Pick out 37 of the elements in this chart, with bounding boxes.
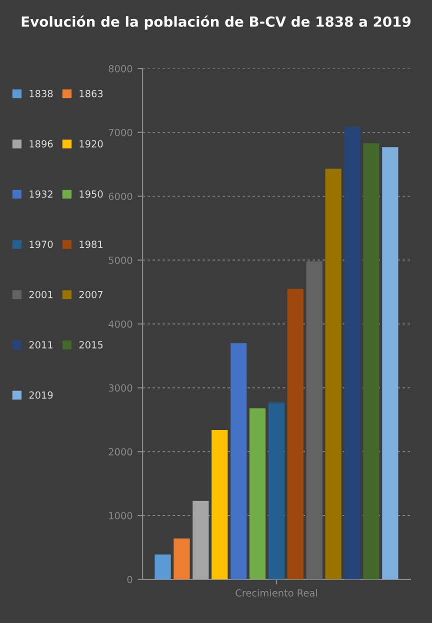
bar: [382, 147, 398, 580]
bar: [174, 538, 190, 580]
y-tick-label: 1000: [109, 512, 132, 520]
bar: [325, 168, 342, 580]
bar: [363, 143, 380, 580]
y-tick-label: 2000: [108, 448, 132, 456]
y-tick-label: 6000: [108, 192, 132, 200]
y-tick-label: 8000: [108, 65, 132, 72]
y-tick-label: 0: [127, 576, 132, 584]
legend-label: 1981: [80, 240, 102, 248]
y-tick-label: 4000: [108, 320, 132, 328]
legend-label: 1920: [80, 140, 103, 148]
legend-label: 2007: [79, 290, 103, 298]
legend-label: 2011: [29, 341, 52, 348]
x-tick-label: Crecimiento Real: [236, 589, 317, 597]
legend-label: 1863: [80, 90, 103, 98]
bar: [306, 261, 322, 580]
legend-label: 1896: [30, 140, 53, 148]
legend-label: 1950: [80, 190, 103, 198]
bar: [344, 126, 360, 580]
bar: [212, 430, 228, 580]
legend-label: 2001: [29, 290, 52, 298]
legend-label: 1970: [30, 240, 53, 248]
bar: [230, 343, 247, 580]
legend-label: 1932: [30, 190, 52, 198]
y-tick-label: 5000: [108, 256, 132, 264]
chart-title: Evolución de la población de B-CV de 1838 a 2019: [22, 16, 411, 30]
bar: [154, 554, 171, 580]
bar: [268, 402, 285, 580]
legend-label: 2015: [79, 341, 103, 348]
bar: [287, 288, 304, 580]
bar: [249, 408, 266, 580]
bar: [192, 500, 209, 580]
legend-label: 2019: [29, 391, 53, 399]
y-tick-label: 7000: [108, 128, 132, 136]
y-tick-label: 3000: [108, 384, 132, 392]
legend-label: 1838: [30, 90, 53, 98]
